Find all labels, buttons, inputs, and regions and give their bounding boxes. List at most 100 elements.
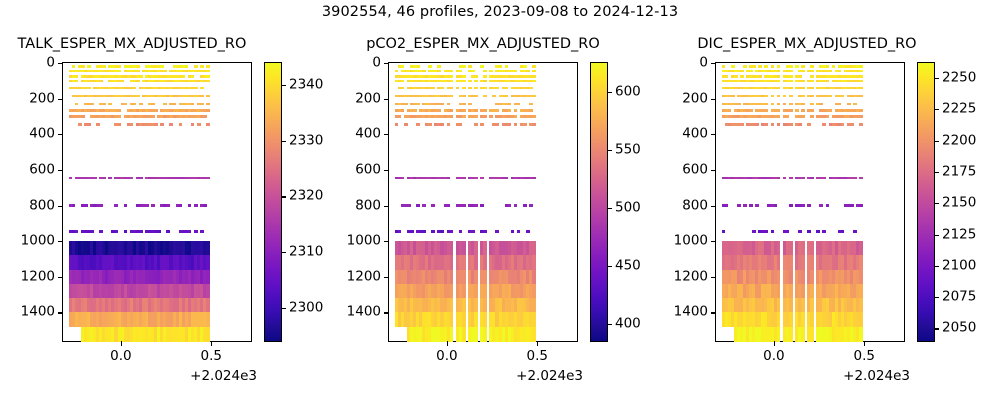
heatmap-cell (721, 176, 726, 180)
heatmap-cell (834, 326, 839, 342)
heatmap-cell (525, 69, 530, 73)
heatmap-cell (495, 108, 500, 112)
heatmap-cell (532, 123, 536, 126)
heatmap-cell (474, 75, 478, 78)
heatmap-cell (132, 108, 137, 112)
heatmap-cell (510, 75, 515, 78)
heatmap-cell (834, 241, 839, 257)
heatmap-cell (409, 115, 414, 118)
heatmap-cell (856, 75, 860, 78)
axes-dic[interactable]: 0 200 400 600 800 1000 1200 1400 0.0 0.5 +2.024e3 (674, 56, 910, 383)
heatmap-cell (764, 108, 769, 112)
heatmap-cell (190, 79, 195, 83)
heatmap-cell (413, 79, 417, 83)
heatmap-cell (532, 176, 536, 180)
heatmap-cell (519, 108, 524, 112)
heatmap-cell (90, 230, 94, 233)
heatmap-cell (483, 69, 487, 73)
colorbar-dic[interactable]: 2050 2075 2100 2125 2150 2175 2200 2225 2250 (917, 62, 976, 342)
heatmap-cell (782, 75, 787, 78)
heatmap-cell (431, 255, 435, 271)
heatmap-cell (440, 102, 445, 106)
heatmap-cell (190, 283, 195, 299)
heatmap-cell (782, 86, 787, 90)
y-tick-mark (384, 312, 389, 314)
heatmap-cell (77, 283, 82, 299)
heatmap-cell (495, 269, 500, 285)
heatmap-cell (446, 241, 451, 257)
heatmap-cell (141, 298, 146, 314)
heatmap-cell (458, 241, 463, 257)
axes-pco2[interactable]: 0 200 400 600 800 1000 1200 1400 0.0 0.5 +2.024e3 (347, 56, 583, 383)
heatmap-cell (181, 283, 186, 299)
heatmap-cell (120, 312, 125, 328)
colorbar-pco2[interactable]: 400 450 500 550 600 (590, 62, 641, 342)
heatmap-cell (767, 86, 772, 90)
heatmap-cell (129, 75, 134, 78)
heatmap-cell (510, 255, 515, 271)
heatmap-cell (422, 102, 426, 106)
heatmap-cell (169, 255, 174, 271)
heatmap-cell (461, 75, 466, 78)
heatmap-cell (788, 94, 793, 98)
heatmap-cell (120, 94, 125, 98)
heatmap-cell (199, 102, 204, 106)
heatmap-cell (400, 312, 405, 328)
y-tick-mark (711, 63, 716, 65)
heatmap-cell (126, 255, 131, 271)
heatmap-cell (132, 326, 137, 342)
colorbar-talk[interactable]: 2300 2310 2320 2330 2340 (264, 62, 323, 342)
heatmap-cell (437, 94, 442, 98)
heatmap-cell (507, 79, 512, 83)
heatmap-cell (525, 86, 530, 90)
heatmap-cell (199, 283, 204, 299)
heatmap-cell (406, 108, 411, 112)
heatmap-cell (852, 94, 857, 98)
heatmap-cell (831, 241, 836, 257)
heatmap-cell (455, 241, 460, 257)
heatmap-cell (782, 230, 787, 233)
heatmap-cell (114, 108, 119, 112)
x-axis-offset-text: +2.024e3 (190, 368, 257, 384)
heatmap-cell (160, 94, 164, 98)
heatmap-cell (740, 75, 744, 78)
x-tick-mark (864, 341, 866, 346)
heatmap-cell (397, 75, 402, 78)
heatmap-cell (93, 283, 97, 299)
heatmap-cell (403, 269, 408, 285)
heatmap-cell (108, 255, 113, 271)
heatmap-cell (770, 176, 775, 180)
heatmap-cell (749, 75, 753, 78)
heatmap-cell (163, 269, 167, 285)
heatmap-cell (206, 255, 210, 271)
heatmap-cell (724, 86, 729, 90)
heatmap-cell (425, 269, 429, 285)
heatmap-cell (397, 298, 402, 314)
heatmap-cell (513, 108, 518, 112)
heatmap-cell (752, 75, 756, 78)
heatmap-cell (132, 230, 137, 233)
heatmap-cell (474, 115, 478, 118)
heatmap-cell (733, 255, 738, 271)
heatmap-cell (721, 298, 726, 314)
heatmap-cell (727, 241, 732, 257)
heatmap-cell (755, 204, 759, 207)
heatmap-cell (446, 102, 451, 106)
heatmap-cell (419, 86, 423, 90)
heatmap-cell (129, 241, 134, 257)
colorbar-tick-mark (607, 207, 612, 209)
heatmap-cell (187, 269, 192, 285)
heatmap-cell (733, 123, 738, 126)
heatmap-cell (181, 69, 186, 73)
heatmap-cell (114, 204, 119, 207)
heatmap-cell (71, 230, 76, 233)
heatmap-cell (507, 69, 512, 73)
heatmap-cell (446, 230, 451, 233)
axes-talk[interactable]: 0 200 400 600 800 1000 1200 1400 0.0 0.5 +2.024e3 (21, 56, 257, 383)
heatmap-cell (96, 115, 100, 118)
heatmap-cell (843, 204, 848, 207)
heatmap-cell (437, 298, 442, 314)
heatmap-cell (837, 115, 842, 118)
heatmap-cell (522, 326, 527, 342)
heatmap-cell (187, 75, 192, 78)
